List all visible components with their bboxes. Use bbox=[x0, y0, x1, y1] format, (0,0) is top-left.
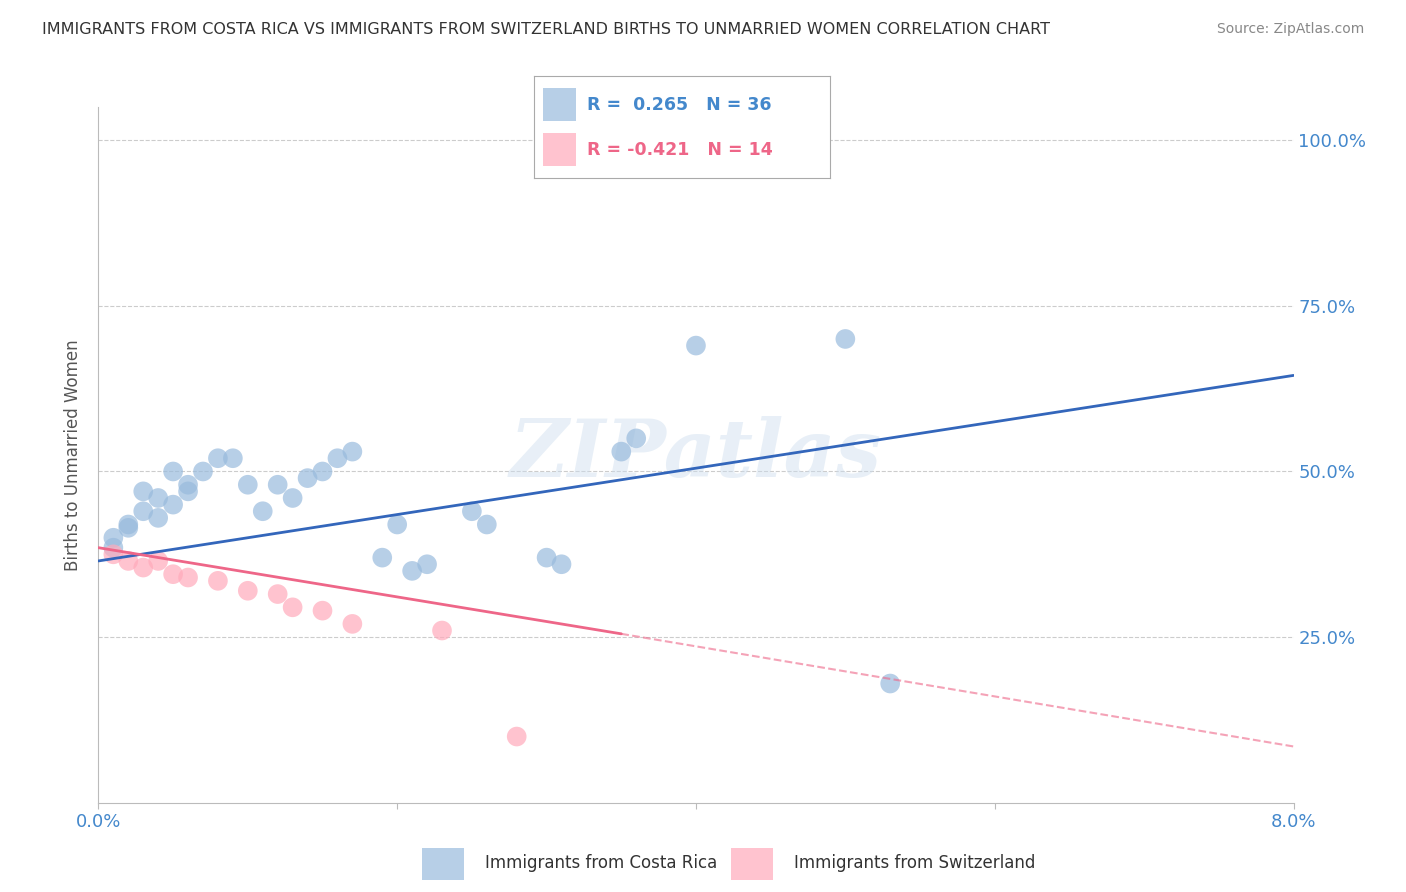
Point bbox=[177, 477, 200, 491]
Point bbox=[117, 517, 139, 532]
Point bbox=[879, 676, 901, 690]
Text: Source: ZipAtlas.com: Source: ZipAtlas.com bbox=[1216, 22, 1364, 37]
Point bbox=[281, 600, 304, 615]
Point bbox=[624, 431, 647, 445]
Text: R =  0.265   N = 36: R = 0.265 N = 36 bbox=[588, 96, 772, 114]
Point bbox=[148, 554, 170, 568]
Point bbox=[326, 451, 349, 466]
Point bbox=[506, 730, 529, 744]
Point bbox=[267, 587, 290, 601]
Point bbox=[342, 616, 364, 631]
Point bbox=[103, 531, 125, 545]
Point bbox=[461, 504, 484, 518]
Point bbox=[385, 517, 409, 532]
Text: IMMIGRANTS FROM COSTA RICA VS IMMIGRANTS FROM SWITZERLAND BIRTHS TO UNMARRIED WO: IMMIGRANTS FROM COSTA RICA VS IMMIGRANTS… bbox=[42, 22, 1050, 37]
Point bbox=[685, 338, 707, 352]
Bar bbox=[543, 88, 575, 121]
Bar bbox=[543, 133, 575, 166]
Bar bbox=[731, 848, 773, 880]
Text: ZIPatlas: ZIPatlas bbox=[510, 417, 882, 493]
Point bbox=[311, 604, 333, 618]
Point bbox=[475, 517, 498, 532]
Point bbox=[281, 491, 304, 505]
Point bbox=[177, 570, 200, 584]
Point bbox=[371, 550, 394, 565]
Y-axis label: Births to Unmarried Women: Births to Unmarried Women bbox=[65, 339, 83, 571]
Point bbox=[342, 444, 364, 458]
Point bbox=[162, 498, 184, 512]
Point bbox=[416, 558, 439, 572]
Point bbox=[401, 564, 423, 578]
Point bbox=[252, 504, 274, 518]
Point bbox=[834, 332, 856, 346]
Point bbox=[177, 484, 200, 499]
Point bbox=[162, 567, 184, 582]
Point bbox=[191, 465, 214, 479]
Point bbox=[536, 550, 558, 565]
Point bbox=[297, 471, 319, 485]
Bar bbox=[422, 848, 464, 880]
Point bbox=[132, 504, 155, 518]
Point bbox=[148, 511, 170, 525]
Point bbox=[162, 465, 184, 479]
Point bbox=[267, 477, 290, 491]
Point bbox=[236, 477, 259, 491]
Point bbox=[132, 484, 155, 499]
Point bbox=[236, 583, 259, 598]
Point bbox=[103, 547, 125, 561]
Point bbox=[103, 541, 125, 555]
Point bbox=[117, 554, 139, 568]
Point bbox=[207, 574, 229, 588]
Text: Immigrants from Switzerland: Immigrants from Switzerland bbox=[794, 854, 1036, 872]
Point bbox=[132, 560, 155, 574]
Point bbox=[430, 624, 453, 638]
Point bbox=[117, 521, 139, 535]
Point bbox=[207, 451, 229, 466]
Text: R = -0.421   N = 14: R = -0.421 N = 14 bbox=[588, 141, 773, 159]
Point bbox=[148, 491, 170, 505]
Point bbox=[222, 451, 245, 466]
Point bbox=[311, 465, 333, 479]
Point bbox=[550, 558, 572, 572]
Point bbox=[610, 444, 633, 458]
Text: Immigrants from Costa Rica: Immigrants from Costa Rica bbox=[485, 854, 717, 872]
